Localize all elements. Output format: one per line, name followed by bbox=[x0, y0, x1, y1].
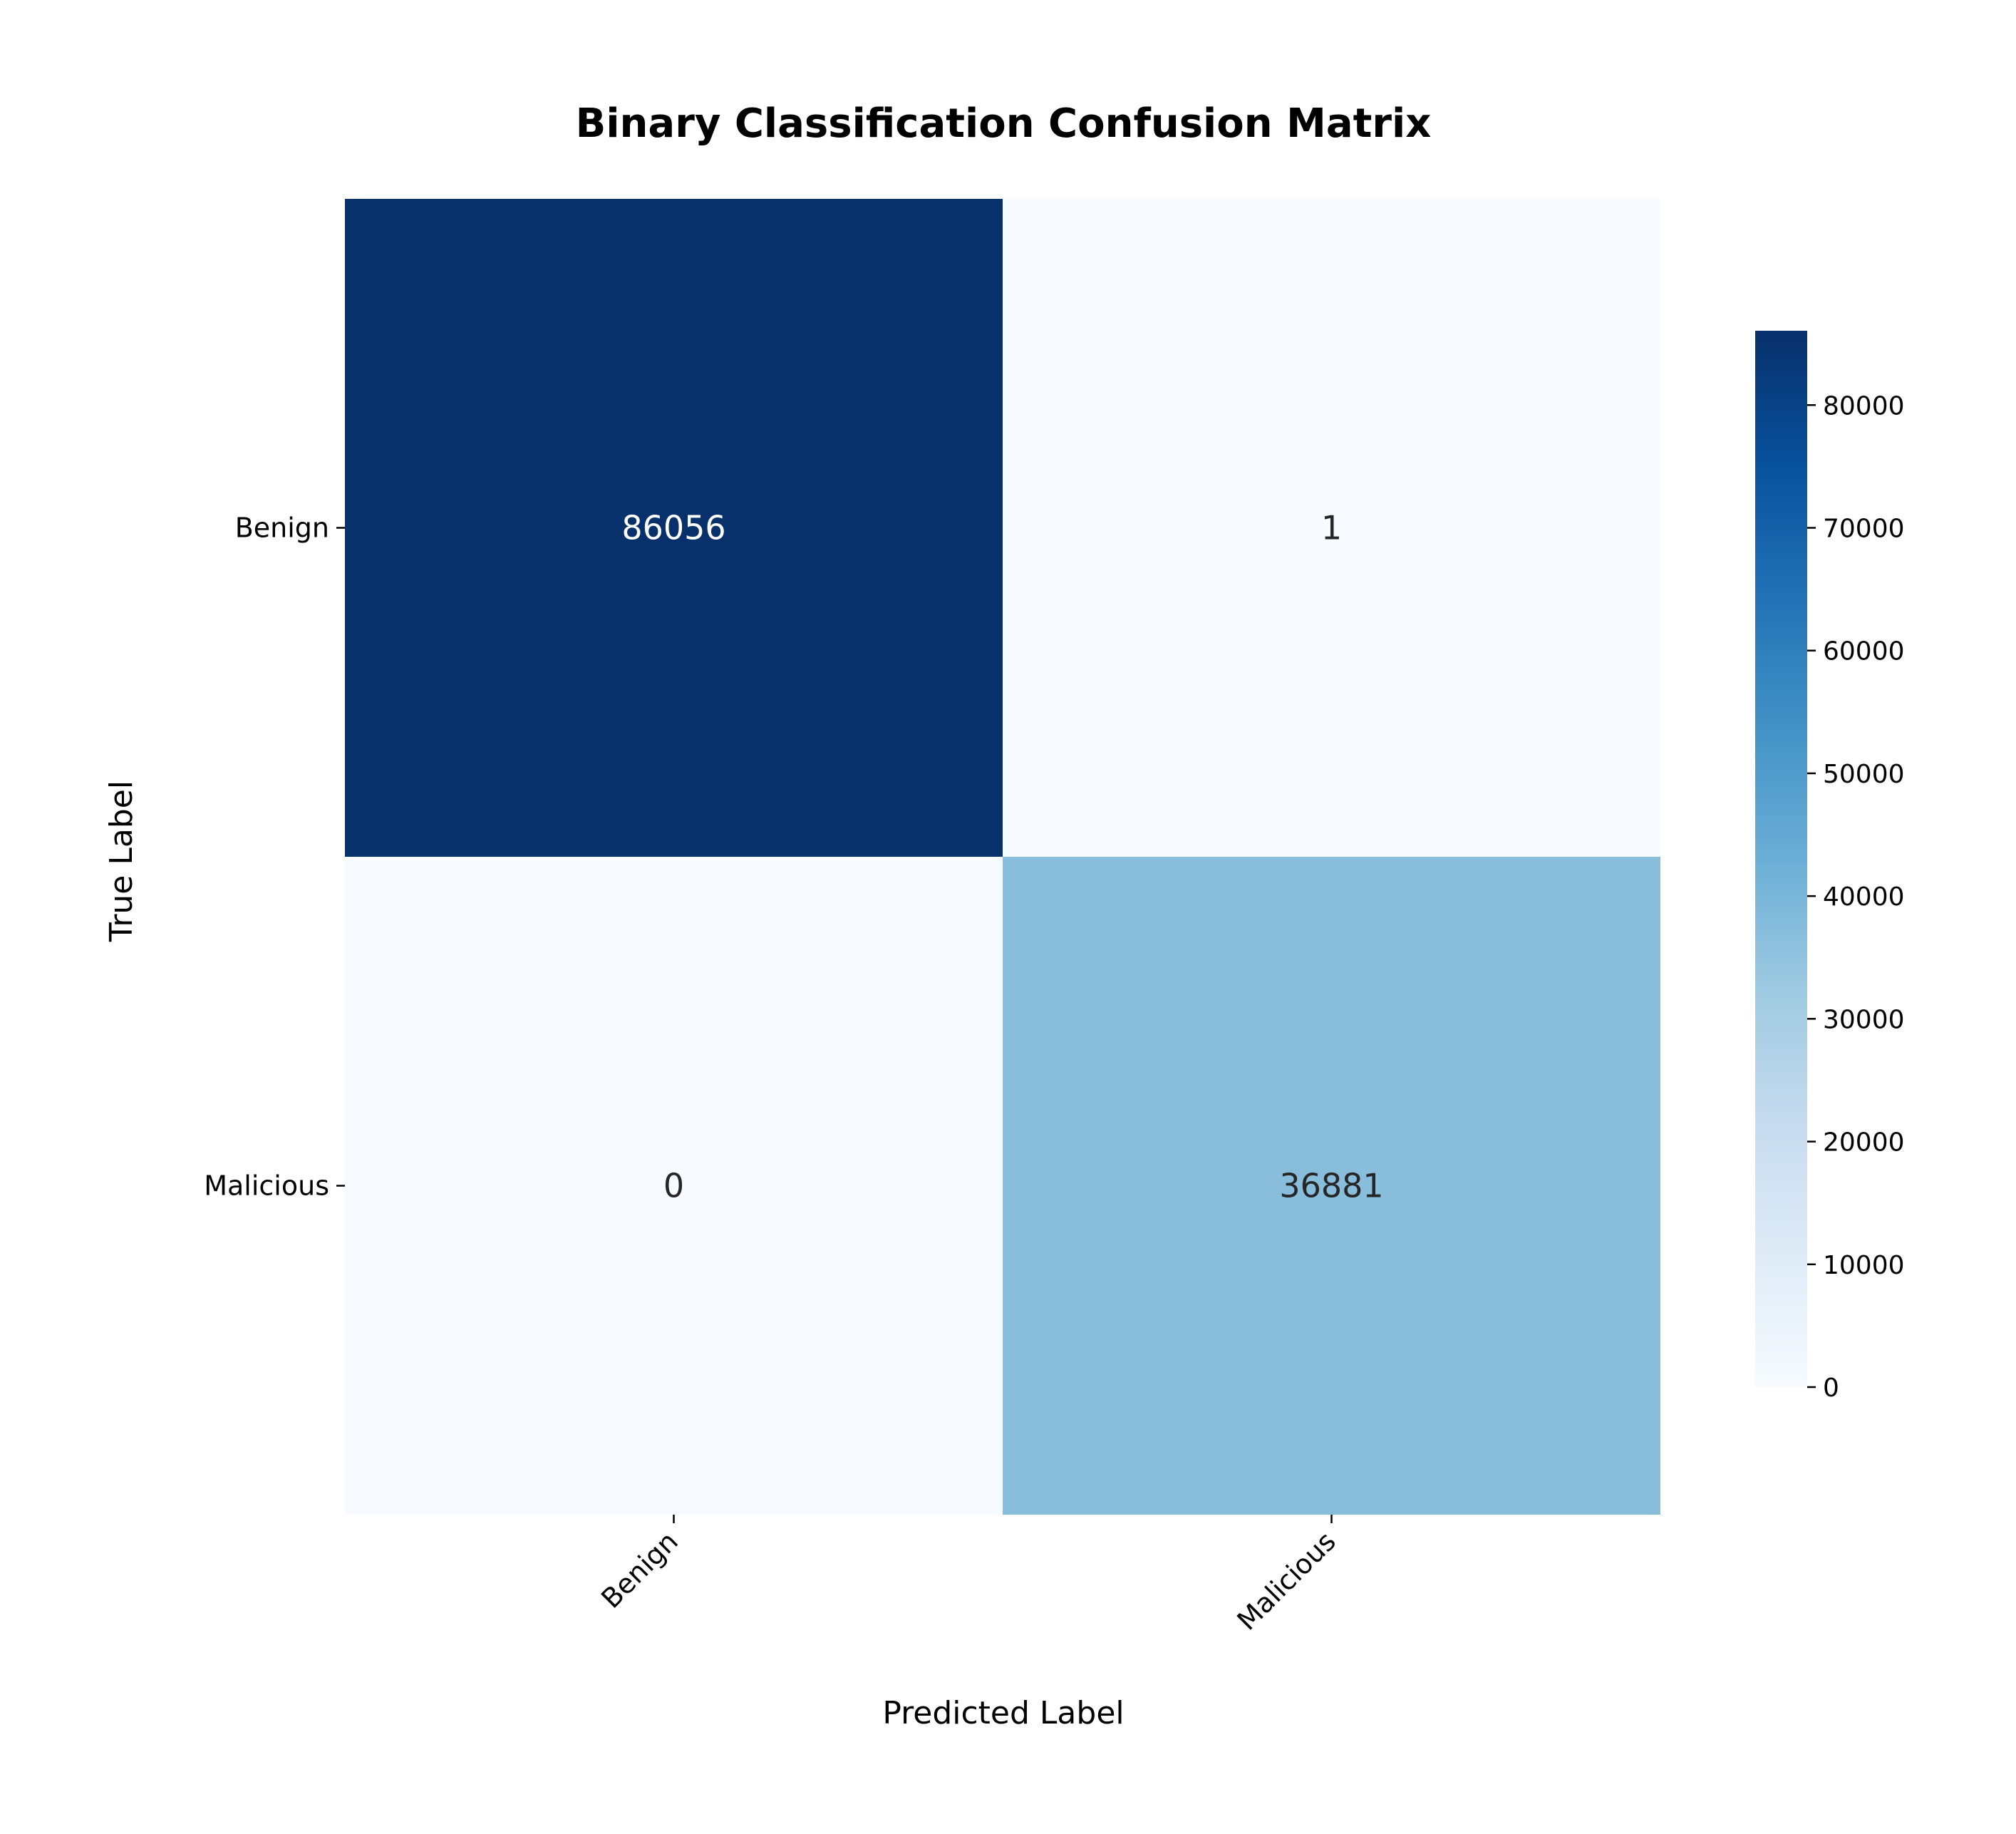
cell-value-label: 36881 bbox=[1279, 1167, 1383, 1205]
cell-value-label: 0 bbox=[663, 1167, 684, 1205]
colorbar: 0 10000 20000 30000 40000 50000 60000 70000 8000… bbox=[1755, 331, 1905, 1403]
x-axis-ticks: Benign Malicious bbox=[595, 1515, 1342, 1637]
y-axis-ticks: Benign Malicious bbox=[204, 512, 345, 1202]
colorbar-ticks: 0 10000 20000 30000 40000 50000 60000 70000 8000… bbox=[1807, 391, 1905, 1403]
x-tick-label: Malicious bbox=[1231, 1525, 1341, 1636]
cell-value-label: 1 bbox=[1321, 509, 1342, 547]
colorbar-tick-label: 10000 bbox=[1823, 1251, 1905, 1280]
colorbar-tick-label: 80000 bbox=[1823, 391, 1905, 421]
y-axis-label: True Label bbox=[103, 781, 140, 942]
colorbar-tick-label: 30000 bbox=[1823, 1005, 1905, 1034]
colorbar-tick-label: 50000 bbox=[1823, 760, 1905, 789]
colorbar-tick-label: 0 bbox=[1823, 1374, 1839, 1403]
y-tick-label: Benign bbox=[235, 512, 329, 544]
heatmap-cell bbox=[1003, 857, 1660, 1515]
colorbar-gradient bbox=[1755, 331, 1807, 1387]
cell-value-label: 86056 bbox=[621, 509, 725, 547]
heatmap-cell-labels: 86056 1 0 36881 bbox=[621, 509, 1383, 1205]
x-axis-label: Predicted Label bbox=[882, 1695, 1124, 1731]
heatmap-cell bbox=[345, 199, 1003, 857]
colorbar-tick-label: 20000 bbox=[1823, 1128, 1905, 1158]
heatmap-cell bbox=[1003, 199, 1660, 857]
x-tick-label: Benign bbox=[595, 1525, 684, 1614]
heatmap-cell bbox=[345, 857, 1003, 1515]
colorbar-tick-label: 60000 bbox=[1823, 637, 1905, 666]
colorbar-tick-label: 40000 bbox=[1823, 882, 1905, 912]
heatmap-cells bbox=[345, 199, 1660, 1515]
chart-title: Binary Classification Confusion Matrix bbox=[576, 101, 1432, 147]
y-tick-label: Malicious bbox=[204, 1170, 329, 1202]
colorbar-tick-label: 70000 bbox=[1823, 515, 1905, 544]
